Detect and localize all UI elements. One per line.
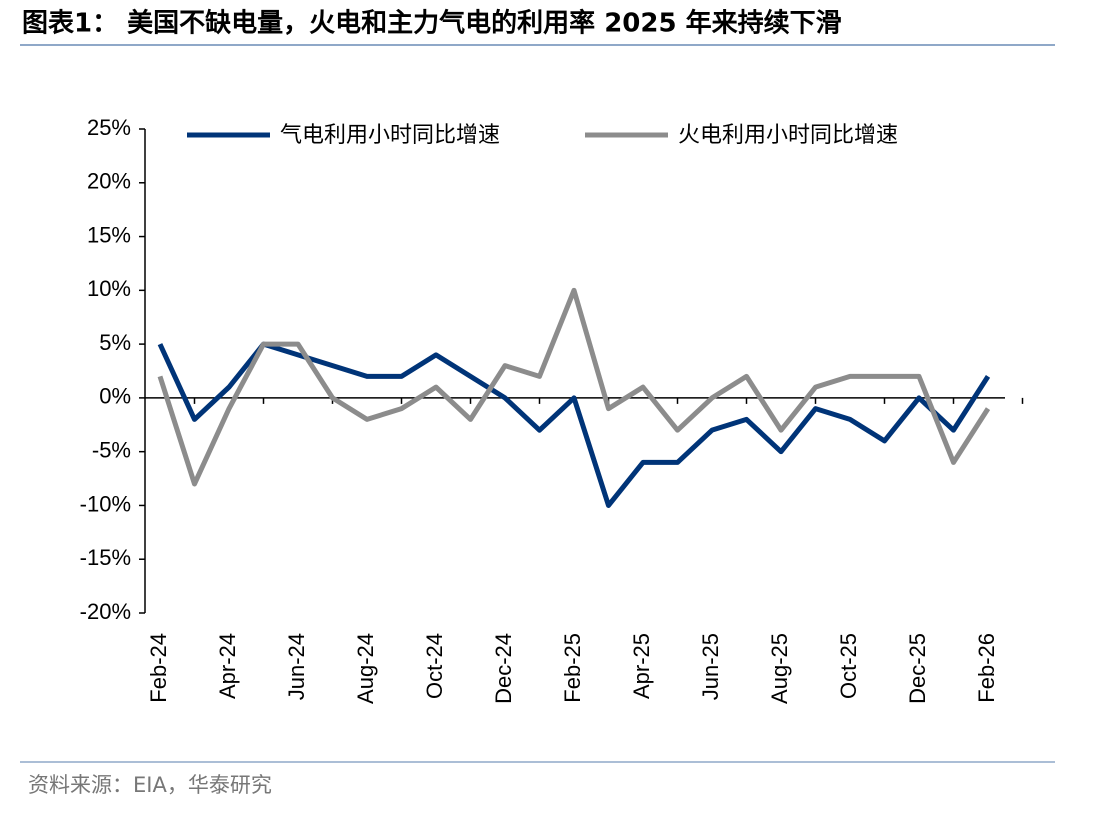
series-line bbox=[157, 341, 991, 508]
legend-label: 火电利用小时同比增速 bbox=[678, 123, 898, 148]
x-tick-label: Dec-24 bbox=[491, 633, 516, 704]
y-tick-label: 5% bbox=[99, 330, 131, 355]
y-tick-label: -15% bbox=[80, 545, 131, 570]
x-tick-label: Dec-25 bbox=[905, 633, 930, 704]
x-tick-label: Apr-25 bbox=[629, 633, 654, 699]
x-tick-label: Feb-25 bbox=[560, 633, 585, 703]
x-tick-label: Aug-24 bbox=[353, 633, 378, 704]
x-tick-label: Oct-25 bbox=[836, 633, 861, 699]
x-tick-label: Feb-26 bbox=[974, 633, 999, 703]
y-tick-label: 20% bbox=[87, 169, 131, 194]
x-tick-label: Apr-24 bbox=[215, 633, 240, 699]
y-tick-label: 25% bbox=[87, 115, 131, 140]
x-tick-label: Oct-24 bbox=[422, 633, 447, 699]
y-tick-label: 0% bbox=[99, 384, 131, 409]
x-tick-label: Feb-24 bbox=[146, 633, 171, 703]
y-tick-label: -20% bbox=[80, 599, 131, 624]
x-tick-label: Jun-24 bbox=[284, 633, 309, 700]
source: 资料来源：EIA，华泰研究 bbox=[28, 773, 272, 797]
series-line bbox=[157, 287, 991, 487]
chart-title: 图表1： 美国不缺电量，火电和主力气电的利用率 2025 年来持续下滑 bbox=[22, 8, 842, 39]
y-tick-label: -5% bbox=[92, 437, 131, 462]
y-tick-label: -10% bbox=[80, 491, 131, 516]
y-tick-label: 15% bbox=[87, 222, 131, 247]
y-tick-label: 10% bbox=[87, 276, 131, 301]
legend-label: 气电利用小时同比增速 bbox=[280, 123, 500, 148]
x-tick-label: Aug-25 bbox=[767, 633, 792, 704]
x-tick-label: Jun-25 bbox=[698, 633, 723, 700]
